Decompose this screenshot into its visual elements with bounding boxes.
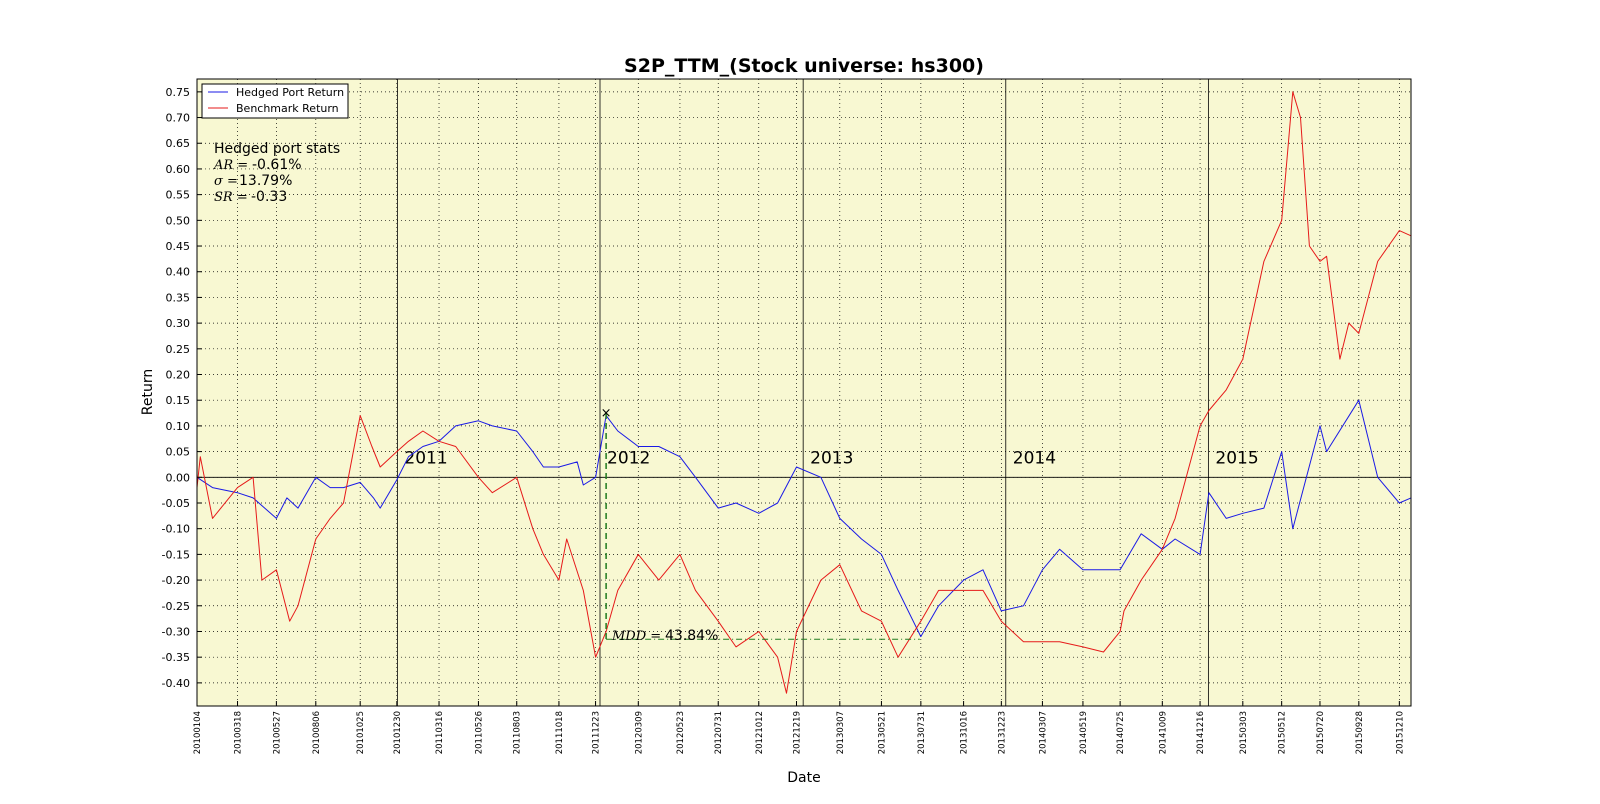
x-tick-label: 20100806 xyxy=(312,711,322,754)
stats-sr-symbol: SR = xyxy=(214,190,248,205)
legend-label-hedged: Hedged Port Return xyxy=(236,86,344,99)
x-tick-label: 20130307 xyxy=(836,711,846,754)
plot-frame xyxy=(196,78,1412,707)
year-label: 2011 xyxy=(404,448,447,468)
stats-ar-symbol: AR = xyxy=(213,158,248,173)
x-tick-label: 20111223 xyxy=(592,711,602,754)
stats-sr-value: -0.33 xyxy=(251,189,287,205)
stats-annotation: Hedged port stats AR = -0.61% σ = 13.79%… xyxy=(213,141,340,205)
y-tick-label: -0.20 xyxy=(162,574,190,587)
x-tick-label: 20131016 xyxy=(960,711,970,754)
y-tick-label: -0.30 xyxy=(162,625,190,638)
x-axis: 20100104 20100318 20100527 20100806 20101025… xyxy=(193,701,1405,754)
x-tick-label: 20100104 xyxy=(193,711,203,754)
series-line-hedged-port-return xyxy=(196,399,1412,638)
y-tick-label: -0.25 xyxy=(162,600,190,613)
y-tick-label: -0.35 xyxy=(162,651,190,664)
mdd-peak-marker: × xyxy=(601,406,612,421)
stats-header: Hedged port stats xyxy=(214,141,340,157)
x-tick-label: 20100318 xyxy=(234,711,244,754)
x-tick-label: 20150928 xyxy=(1355,711,1365,754)
x-tick-label: 20111018 xyxy=(555,711,565,754)
stats-sigma-value: 13.79% xyxy=(239,173,292,189)
x-tick-label: 20130521 xyxy=(877,711,887,754)
plot-area xyxy=(197,79,1411,706)
x-tick-label: 20110316 xyxy=(435,711,445,754)
y-axis: 0.75 0.70 0.65 0.60 0.55 0.50 0.45 0.40 0.35 0.30… xyxy=(162,86,202,690)
stats-ar-value: -0.61% xyxy=(252,157,302,173)
y-tick-label: -0.40 xyxy=(162,677,190,690)
y-tick-label: 0.00 xyxy=(166,471,191,484)
legend: Hedged Port Return Benchmark Return xyxy=(201,83,349,119)
y-tick-label: 0.50 xyxy=(166,214,191,227)
y-tick-label: 0.75 xyxy=(166,86,191,99)
x-axis-label: Date xyxy=(787,770,820,786)
y-tick-label: 0.25 xyxy=(166,343,191,356)
x-tick-label: 20140519 xyxy=(1079,711,1089,754)
x-tick-label: 20100527 xyxy=(272,711,282,754)
x-tick-label: 20120731 xyxy=(714,711,724,754)
x-tick-label: 20120309 xyxy=(634,711,644,754)
year-label: 2013 xyxy=(810,448,853,468)
y-tick-label: 0.65 xyxy=(166,137,191,150)
legend-label-benchmark: Benchmark Return xyxy=(236,102,339,115)
y-tick-label: 0.05 xyxy=(166,446,191,459)
legend-box xyxy=(201,83,349,119)
x-tick-label: 20110526 xyxy=(474,711,484,754)
y-tick-label: 0.45 xyxy=(166,240,191,253)
series-line-benchmark-return xyxy=(196,91,1412,694)
y-tick-label: 0.40 xyxy=(166,266,191,279)
y-tick-label: 0.55 xyxy=(166,189,191,202)
x-tick-label: 20110803 xyxy=(513,711,523,754)
x-tick-label: 20151210 xyxy=(1395,711,1405,754)
x-tick-label: 20140307 xyxy=(1038,711,1048,754)
y-tick-label: 0.20 xyxy=(166,369,191,382)
y-tick-label: 0.60 xyxy=(166,163,191,176)
x-tick-label: 20131223 xyxy=(997,711,1007,754)
chart-title: S2P_TTM_(Stock universe: hs300) xyxy=(624,55,984,77)
x-tick-label: 20150512 xyxy=(1278,711,1288,754)
mdd-value: 43.84% xyxy=(665,628,718,644)
mdd-layer: × xyxy=(601,406,920,640)
stats-sigma-symbol: σ = xyxy=(214,174,238,189)
series-layer xyxy=(196,91,1412,694)
y-tick-label: -0.15 xyxy=(162,548,190,561)
x-tick-label: 20141216 xyxy=(1196,711,1206,754)
x-tick-label: 20101230 xyxy=(393,711,403,754)
x-tick-label: 20121012 xyxy=(755,711,765,754)
x-tick-label: 20121219 xyxy=(793,711,803,754)
mdd-symbol: MDD = xyxy=(611,629,661,644)
x-tick-label: 20150720 xyxy=(1316,711,1326,754)
y-tick-label: -0.05 xyxy=(162,497,190,510)
x-tick-label: 20120523 xyxy=(676,711,686,754)
x-tick-label: 20130731 xyxy=(917,711,927,754)
y-tick-label: 0.70 xyxy=(166,112,191,125)
y-tick-label: 0.35 xyxy=(166,291,191,304)
year-label: 2014 xyxy=(1013,448,1056,468)
year-label: 2012 xyxy=(607,448,650,468)
y-tick-label: 0.15 xyxy=(166,394,191,407)
x-tick-label: 20101025 xyxy=(356,711,366,754)
grid xyxy=(196,79,1411,706)
x-tick-label: 20150303 xyxy=(1239,711,1249,754)
y-axis-label: Return xyxy=(140,369,156,415)
x-tick-label: 20141009 xyxy=(1158,711,1168,754)
marker-layer: 2011 2012 2013 2014 2015 xyxy=(197,79,1411,706)
year-label: 2015 xyxy=(1215,448,1258,468)
y-tick-label: -0.10 xyxy=(162,523,190,536)
y-tick-label: 0.10 xyxy=(166,420,191,433)
mdd-annotation: MDD = 43.84% xyxy=(611,628,718,644)
x-tick-label: 20140725 xyxy=(1116,711,1126,754)
y-tick-label: 0.30 xyxy=(166,317,191,330)
